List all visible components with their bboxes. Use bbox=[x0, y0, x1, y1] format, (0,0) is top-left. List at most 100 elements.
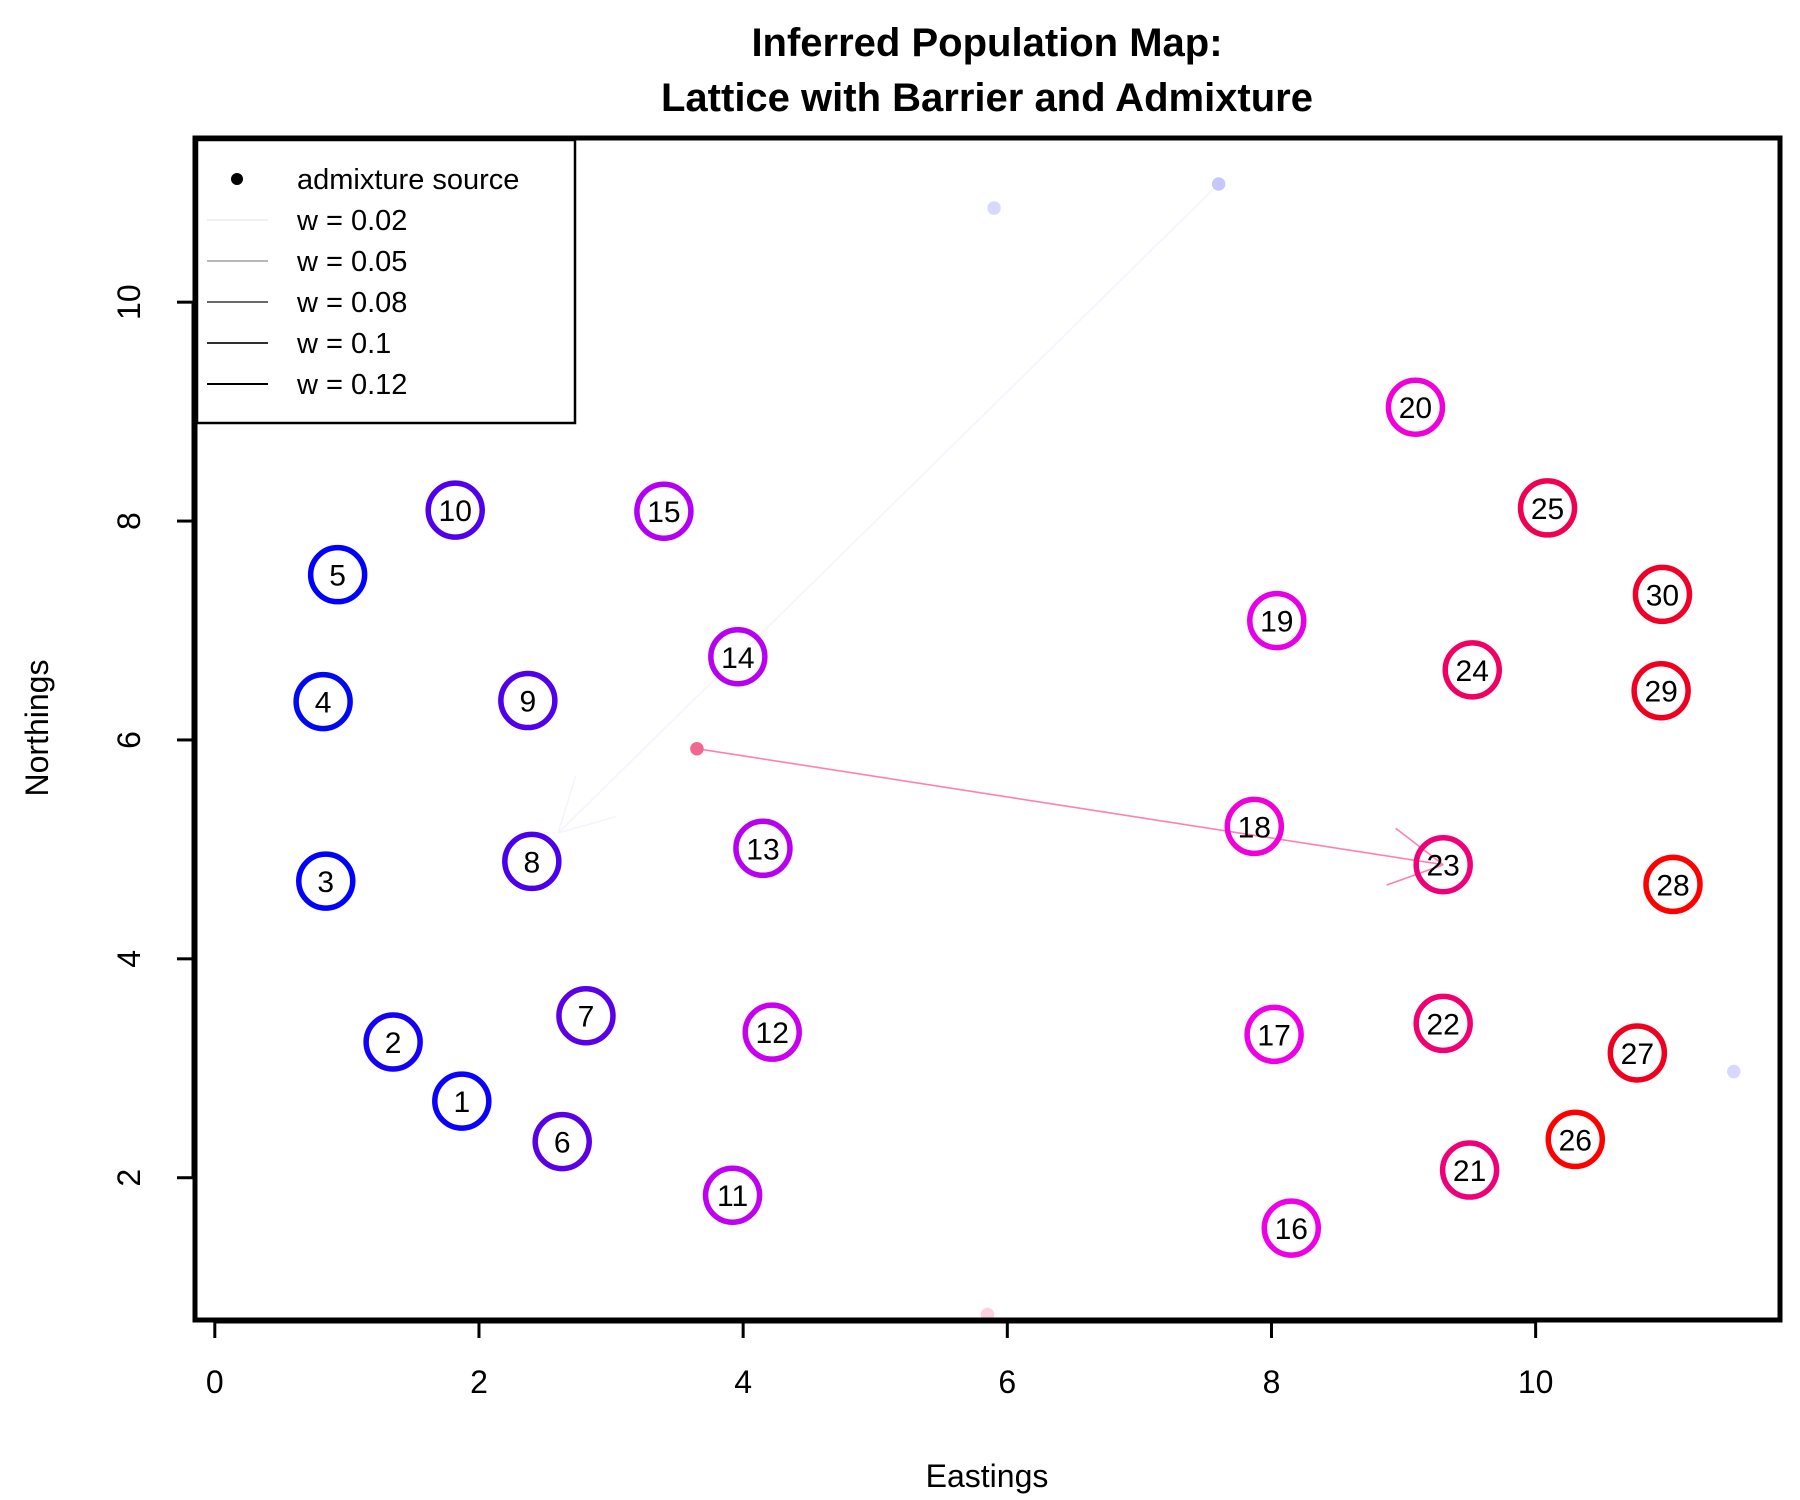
population-label: 27 bbox=[1621, 1038, 1654, 1071]
population-label: 15 bbox=[647, 496, 680, 529]
population-marker bbox=[1261, 1198, 1322, 1258]
admixture-source-point bbox=[1727, 1064, 1741, 1079]
population-label: 10 bbox=[439, 495, 472, 528]
population-marker bbox=[363, 1012, 423, 1072]
legend-label: w = 0.02 bbox=[296, 205, 407, 237]
y-tick-label: 4 bbox=[111, 950, 147, 968]
population-label: 4 bbox=[315, 687, 332, 720]
population-label: 22 bbox=[1427, 1008, 1460, 1041]
x-tick-label: 8 bbox=[1263, 1364, 1281, 1400]
population-label: 24 bbox=[1456, 655, 1489, 688]
population-label: 16 bbox=[1275, 1213, 1308, 1246]
legend-label: w = 0.12 bbox=[296, 369, 407, 401]
population-marker bbox=[634, 481, 694, 541]
admixture-source-point bbox=[1211, 177, 1226, 191]
population-marker bbox=[432, 1071, 492, 1131]
population-label: 2 bbox=[385, 1027, 402, 1060]
chart-title-line: Lattice with Barrier and Admixture bbox=[661, 76, 1313, 120]
legend-label: w = 0.1 bbox=[296, 328, 391, 360]
population-marker bbox=[1413, 993, 1473, 1054]
population-marker bbox=[307, 544, 368, 605]
population-marker bbox=[1244, 1004, 1304, 1065]
y-axis-label: Northings bbox=[19, 660, 55, 797]
population-marker bbox=[1385, 377, 1446, 437]
population-label: 6 bbox=[554, 1127, 571, 1160]
population-marker bbox=[1632, 564, 1693, 625]
population-label: 17 bbox=[1257, 1019, 1290, 1052]
population-label: 13 bbox=[746, 833, 779, 866]
x-tick-label: 4 bbox=[734, 1364, 752, 1400]
population-marker bbox=[425, 480, 485, 540]
x-tick-label: 6 bbox=[998, 1364, 1016, 1400]
population-label: 21 bbox=[1453, 1155, 1486, 1188]
population-label: 28 bbox=[1656, 869, 1689, 902]
y-tick-label: 8 bbox=[111, 512, 147, 530]
population-marker bbox=[1439, 1140, 1500, 1200]
legend: admixture source w = 0.02 w = 0.05 w = 0.08… bbox=[195, 138, 577, 425]
population-marker bbox=[1413, 834, 1473, 895]
chart-title: Inferred Population Map: Lattice with Bar… bbox=[661, 21, 1313, 120]
y-tick-label: 2 bbox=[111, 1169, 147, 1187]
admixture-arrowhead bbox=[1386, 863, 1444, 886]
admixture-arrowhead bbox=[557, 775, 577, 834]
population-label: 25 bbox=[1531, 493, 1564, 526]
legend-box bbox=[195, 138, 577, 425]
population-label: 3 bbox=[317, 866, 334, 899]
population-marker bbox=[1517, 478, 1578, 538]
population-marker bbox=[1442, 640, 1502, 700]
population-label: 5 bbox=[329, 560, 346, 593]
population-label: 18 bbox=[1238, 811, 1271, 844]
legend-label: w = 0.08 bbox=[296, 287, 407, 319]
population-marker bbox=[1607, 1023, 1668, 1083]
population-marker bbox=[742, 1002, 802, 1062]
legend-label: w = 0.05 bbox=[296, 246, 407, 278]
admixture-arrowhead bbox=[1395, 827, 1444, 866]
population-label: 7 bbox=[578, 1001, 595, 1034]
admixture-source-point bbox=[690, 741, 704, 756]
y-tick-label: 6 bbox=[111, 731, 147, 749]
y-axis: 2 4 6 8 10 bbox=[111, 284, 195, 1187]
legend-label: admixture source bbox=[297, 164, 519, 196]
plot-area: 1234567891011121314151617181920212223242… bbox=[293, 177, 1741, 1322]
population-marker bbox=[708, 627, 768, 687]
legend-point-symbol bbox=[231, 173, 243, 185]
x-tick-label: 10 bbox=[1518, 1364, 1554, 1400]
population-marker bbox=[1224, 796, 1285, 857]
population-marker bbox=[498, 670, 558, 731]
x-tick-label: 0 bbox=[206, 1364, 224, 1400]
population-marker bbox=[702, 1165, 763, 1225]
x-axis-label: Eastings bbox=[926, 1458, 1049, 1494]
population-marker bbox=[532, 1111, 592, 1172]
population-marker bbox=[296, 851, 356, 911]
population-label: 30 bbox=[1646, 579, 1679, 612]
population-marker bbox=[733, 818, 793, 879]
population-label: 20 bbox=[1399, 392, 1432, 425]
x-tick-label: 2 bbox=[470, 1364, 488, 1400]
plot-frame bbox=[192, 135, 1783, 1323]
y-tick-label: 10 bbox=[111, 284, 147, 320]
population-label: 19 bbox=[1260, 606, 1293, 639]
population-marker bbox=[502, 831, 562, 892]
population-label: 11 bbox=[717, 1180, 748, 1213]
population-marker bbox=[1643, 854, 1703, 915]
admixture-edge bbox=[696, 747, 1444, 866]
admixture-edge bbox=[557, 183, 1220, 834]
population-marker bbox=[1545, 1109, 1606, 1170]
population-marker bbox=[556, 985, 616, 1046]
population-marker bbox=[293, 671, 353, 732]
population-marker bbox=[1631, 660, 1691, 721]
chart-title-line: Inferred Population Map: bbox=[751, 21, 1222, 65]
population-label: 29 bbox=[1644, 676, 1677, 709]
x-axis: 0 2 4 6 8 10 bbox=[206, 1320, 1554, 1400]
population-label: 23 bbox=[1427, 850, 1460, 883]
population-label: 12 bbox=[756, 1017, 789, 1050]
admixture-source-point bbox=[987, 201, 1001, 215]
population-label: 14 bbox=[721, 642, 754, 675]
admixture-arrowhead bbox=[558, 815, 617, 834]
population-marker bbox=[1247, 590, 1307, 651]
population-label: 8 bbox=[523, 846, 540, 879]
population-label: 26 bbox=[1559, 1124, 1592, 1157]
population-label: 9 bbox=[520, 686, 537, 719]
population-label: 1 bbox=[453, 1086, 470, 1119]
